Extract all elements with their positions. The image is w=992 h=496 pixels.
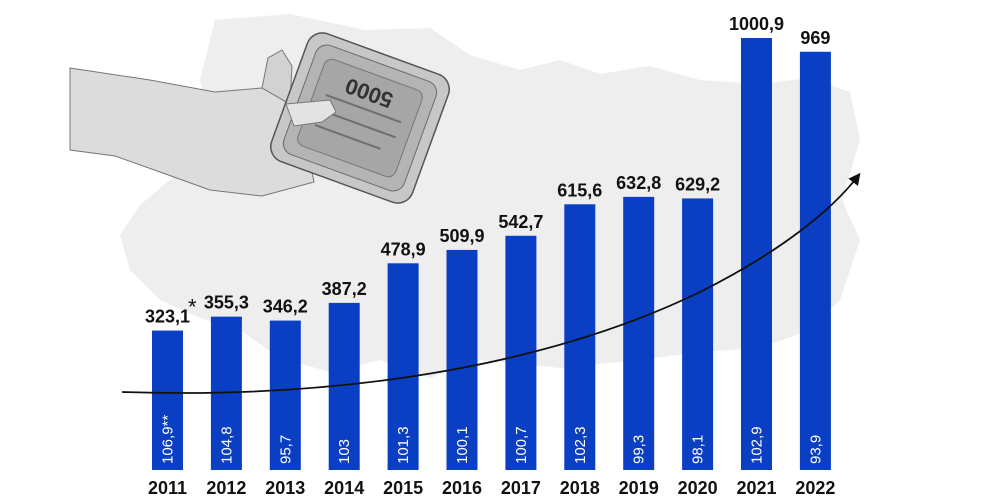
bar-2015 (387, 263, 419, 470)
index-label-2018: 102,3 (572, 426, 589, 464)
index-label-2015: 101,3 (395, 426, 412, 464)
year-label-2014: 2014 (324, 478, 364, 496)
index-label-2019: 99,3 (631, 435, 648, 464)
index-label-2014: 103 (336, 439, 353, 464)
bar-2022 (799, 51, 831, 471)
index-label-2017: 100,7 (513, 426, 530, 464)
bar-2019 (623, 196, 655, 470)
value-label-2018: 615,6 (557, 180, 602, 200)
index-label-2020: 98,1 (690, 435, 707, 464)
year-label-2021: 2021 (736, 478, 776, 496)
year-label-2011: 2011 (148, 478, 187, 496)
year-label-2022: 2022 (795, 478, 835, 496)
trend-arrow (121, 172, 861, 394)
index-label-2011: 106,9** (160, 415, 177, 464)
value-label-2015: 478,9 (381, 239, 426, 259)
year-label-2019: 2019 (619, 478, 659, 496)
value-label-2016: 509,9 (439, 226, 484, 246)
index-label-2013: 95,7 (277, 435, 294, 464)
hand-with-banknotes-illustration: 5000 (69, 32, 450, 204)
bar-2011 (152, 330, 183, 470)
year-label-2013: 2013 (265, 478, 305, 496)
year-label-2012: 2012 (206, 478, 246, 496)
value-label-2022: 969 (800, 28, 830, 48)
value-label-2012: 355,3 (204, 293, 249, 313)
value-label-2017: 542,7 (498, 212, 543, 232)
index-label-2022: 93,9 (807, 435, 824, 464)
bar-2018 (564, 204, 596, 470)
bar-2016 (446, 249, 478, 470)
index-label-2021: 102,9 (749, 426, 766, 464)
annotation-2011: * (188, 295, 197, 320)
bar-2020 (682, 198, 714, 471)
year-label-2015: 2015 (383, 478, 423, 496)
year-label-2018: 2018 (560, 478, 600, 496)
trend-layer (121, 172, 861, 394)
value-label-2021: 1000,9 (729, 14, 784, 34)
value-label-2011: 323,1 (145, 307, 190, 327)
year-label-2017: 2017 (501, 478, 541, 496)
value-label-2020: 629,2 (675, 174, 720, 194)
value-label-2019: 632,8 (616, 173, 661, 193)
value-label-2014: 387,2 (322, 279, 367, 299)
year-label-2016: 2016 (442, 478, 482, 496)
labels-layer: 323,1 106,9** 2011 355,3 104,8 2012 346,2 95,7 2… (145, 14, 835, 496)
value-label-2013: 346,2 (263, 297, 308, 317)
finger-front (285, 99, 337, 127)
index-label-2016: 100,1 (454, 426, 471, 464)
bar-2013 (269, 320, 301, 470)
index-label-2012: 104,8 (218, 426, 235, 464)
thumb-shape (261, 49, 293, 105)
banknote-stack: 5000 (270, 32, 450, 204)
year-label-2020: 2020 (678, 478, 718, 496)
